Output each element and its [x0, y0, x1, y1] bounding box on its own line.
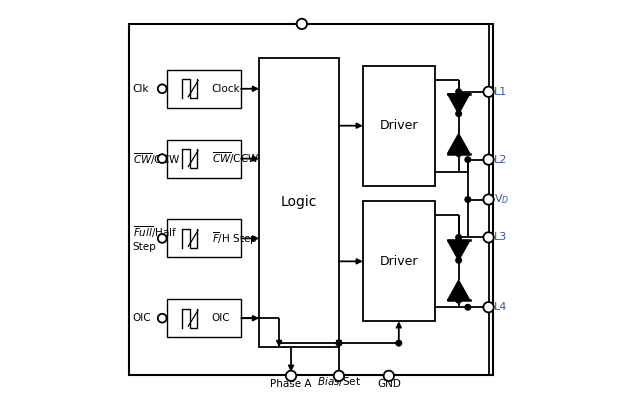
Text: GND: GND: [377, 379, 401, 389]
Circle shape: [297, 19, 307, 29]
Text: Clock: Clock: [212, 84, 240, 94]
Circle shape: [483, 194, 494, 205]
Text: $\overline{Bias}$/Set: $\overline{Bias}$/Set: [317, 373, 361, 389]
Circle shape: [286, 371, 296, 381]
Circle shape: [465, 197, 470, 202]
Circle shape: [333, 371, 344, 381]
Circle shape: [384, 371, 394, 381]
Text: Phase A: Phase A: [270, 379, 312, 389]
Circle shape: [456, 235, 462, 240]
Circle shape: [456, 257, 462, 263]
Bar: [167, 219, 241, 257]
Circle shape: [158, 314, 167, 322]
Circle shape: [158, 234, 167, 243]
Polygon shape: [448, 280, 470, 300]
Circle shape: [465, 157, 470, 162]
Circle shape: [456, 111, 462, 117]
Circle shape: [158, 85, 167, 93]
Bar: [259, 58, 339, 347]
Text: $\overline{CW}$/CCW: $\overline{CW}$/CCW: [212, 151, 259, 166]
Bar: [363, 201, 435, 321]
Text: Driver: Driver: [380, 119, 418, 132]
Text: L4: L4: [494, 302, 507, 312]
Text: Clk: Clk: [133, 83, 149, 94]
Bar: [167, 299, 241, 337]
Polygon shape: [448, 94, 470, 114]
Text: OIC: OIC: [133, 313, 152, 323]
Circle shape: [396, 340, 401, 346]
Circle shape: [483, 232, 494, 243]
Circle shape: [456, 151, 462, 156]
Text: Logic: Logic: [281, 196, 317, 209]
Circle shape: [456, 297, 462, 303]
Polygon shape: [448, 241, 470, 260]
Text: V$_D$: V$_D$: [494, 193, 509, 206]
Circle shape: [456, 89, 462, 95]
Text: L1: L1: [494, 87, 507, 97]
Circle shape: [336, 340, 342, 346]
Bar: [129, 24, 493, 375]
Polygon shape: [448, 134, 470, 154]
Text: $\overline{Full}$/Half
Step: $\overline{Full}$/Half Step: [133, 225, 178, 252]
Circle shape: [465, 304, 470, 310]
Circle shape: [483, 87, 494, 97]
Text: L2: L2: [494, 154, 507, 165]
Circle shape: [483, 154, 494, 165]
Text: $\overline{CW}$/CCW: $\overline{CW}$/CCW: [133, 152, 180, 168]
Text: Driver: Driver: [380, 255, 418, 268]
Text: $\overline{F}$/H Step: $\overline{F}$/H Step: [212, 230, 257, 247]
Circle shape: [158, 154, 167, 163]
Text: OIC: OIC: [212, 313, 230, 323]
Text: L3: L3: [494, 232, 507, 243]
Circle shape: [483, 302, 494, 312]
Bar: [167, 70, 241, 108]
Bar: [167, 140, 241, 178]
Bar: [363, 66, 435, 186]
